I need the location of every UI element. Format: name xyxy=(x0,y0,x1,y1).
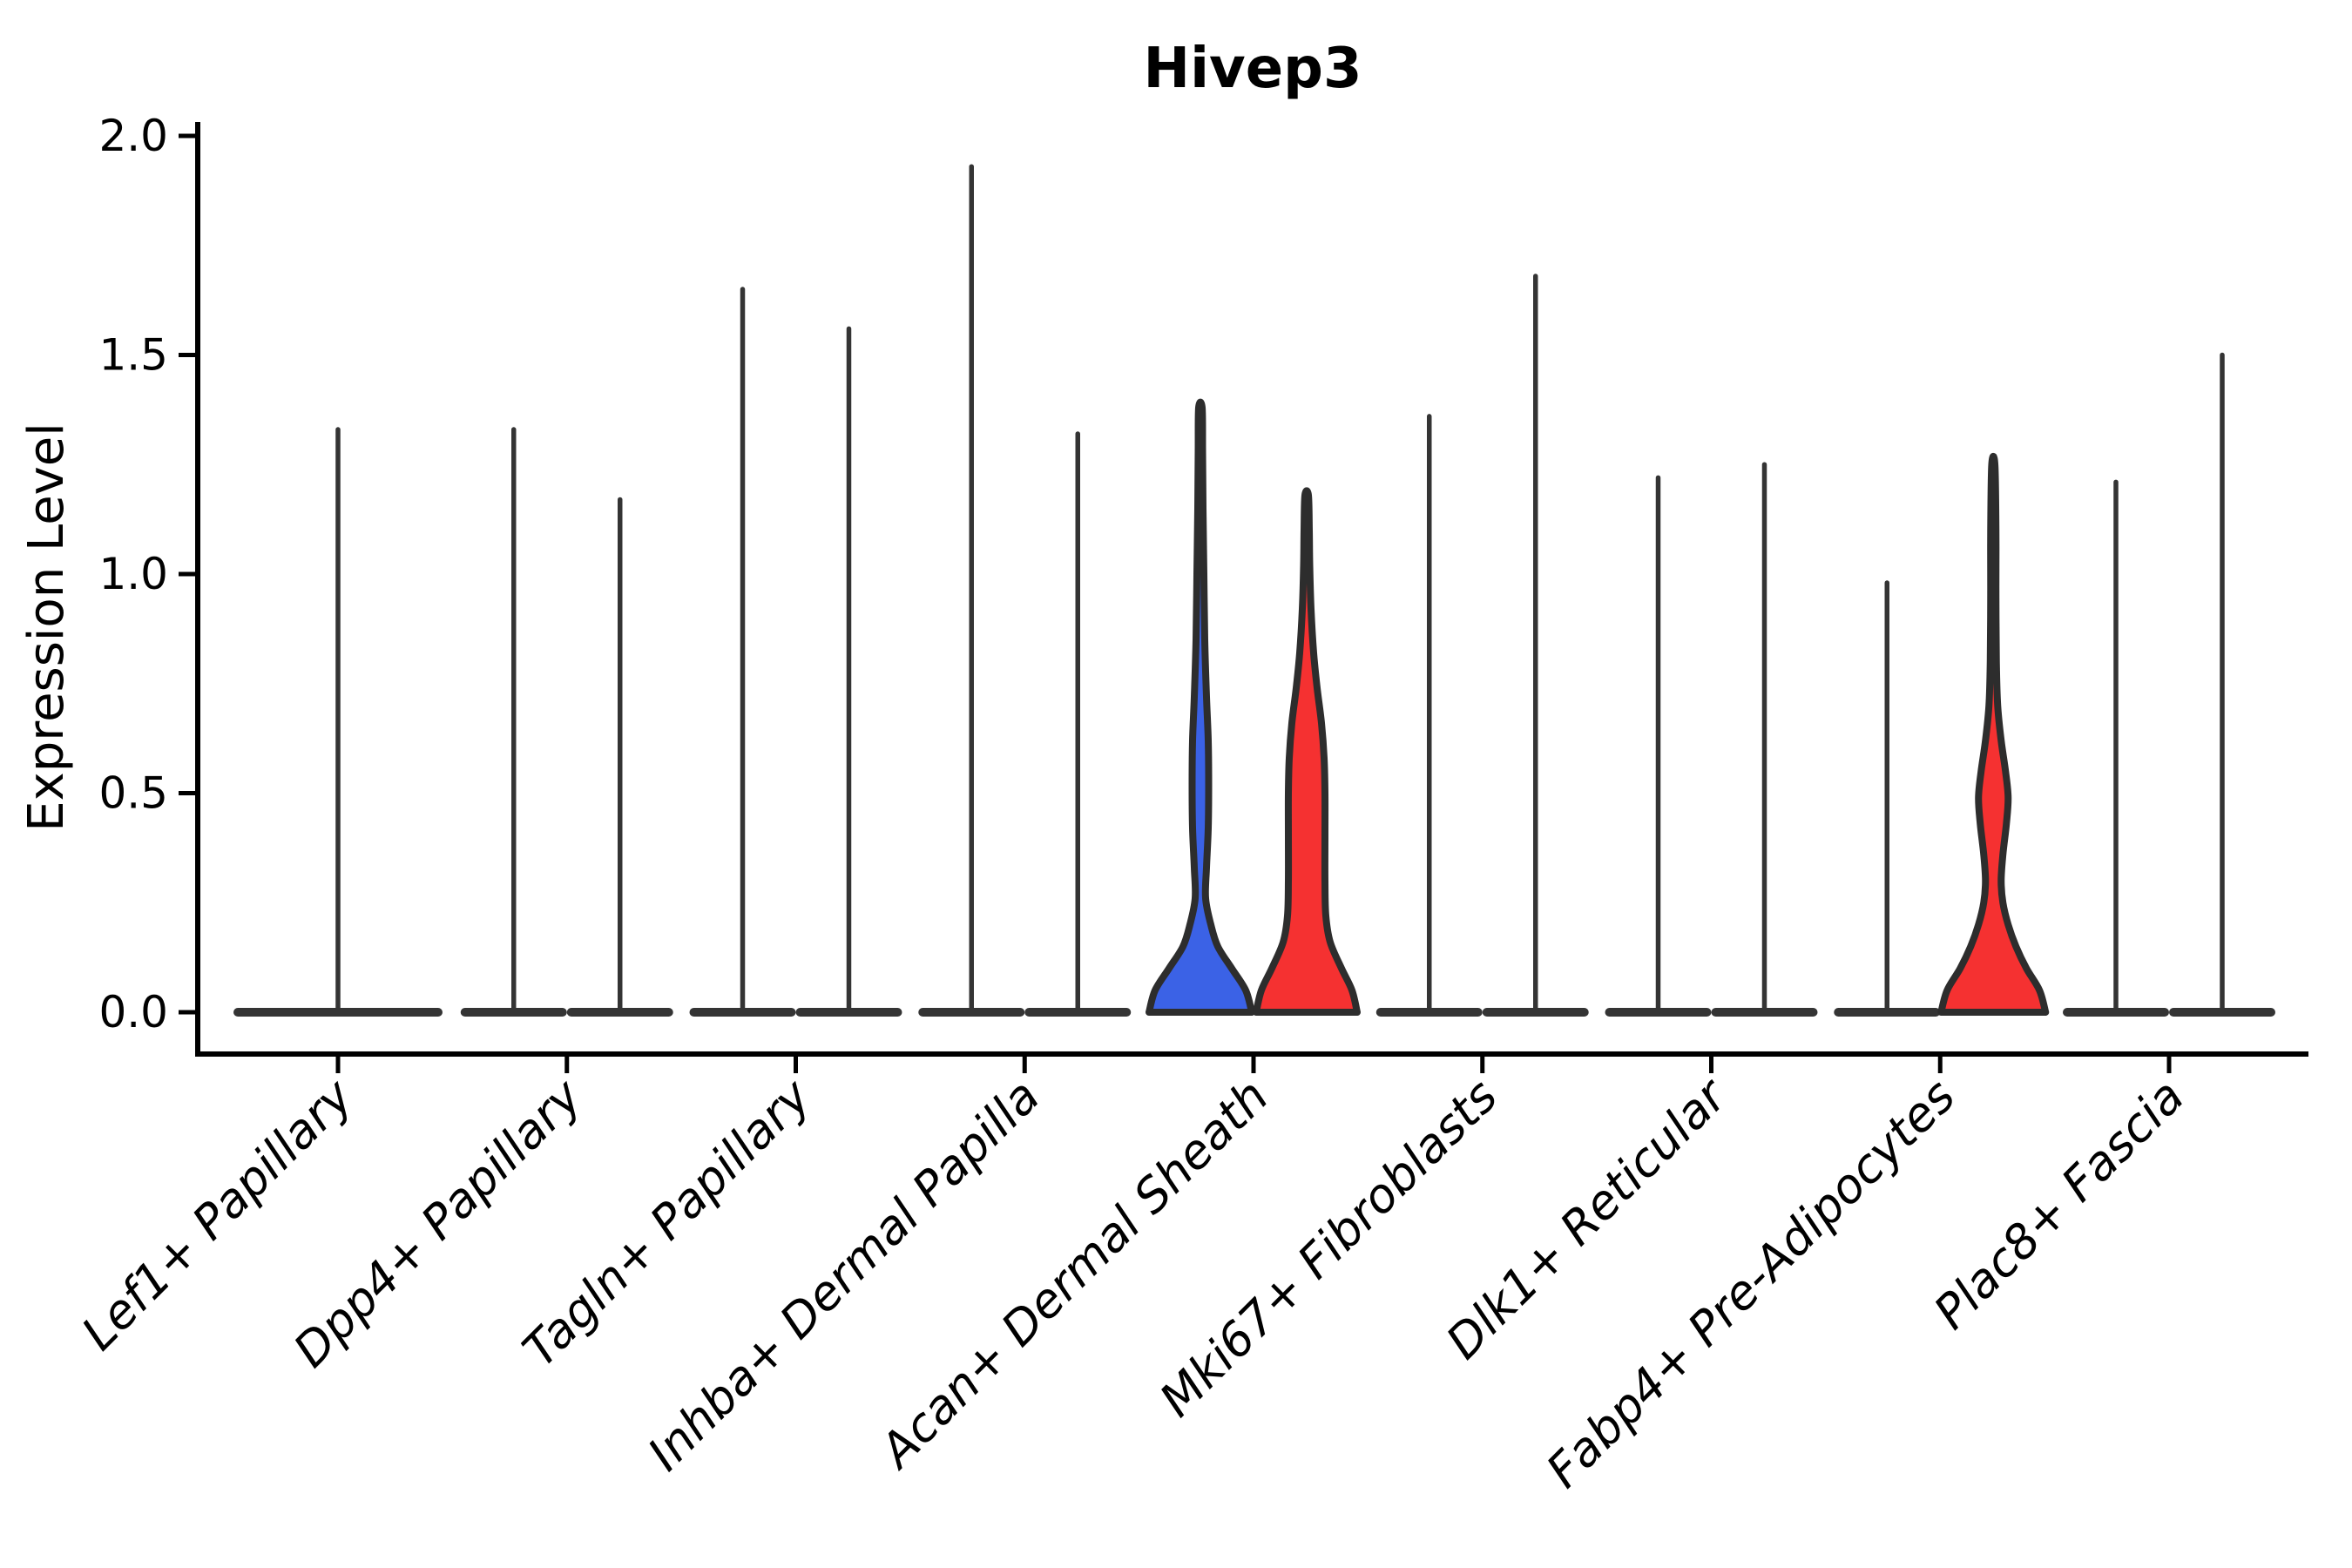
y-axis-label: Expression Level xyxy=(18,422,75,832)
plot-title: Hivep3 xyxy=(1144,37,1362,101)
x-tick-label: Plac8+ Fascia xyxy=(1923,1069,2194,1340)
y-tick-label: 0.5 xyxy=(98,768,168,819)
y-tick-label: 2.0 xyxy=(98,111,168,161)
x-tick-label: Acan+ Dermal Sheath xyxy=(868,1069,1279,1480)
violins-layer xyxy=(233,164,2275,1017)
y-tick-label: 0.0 xyxy=(98,987,168,1037)
y-tick-label: 1.5 xyxy=(98,330,168,381)
x-tick-label: Fabp4+ Pre-Adipocytes xyxy=(1536,1069,1965,1498)
y-tick-label: 1.0 xyxy=(98,549,168,599)
violin-4-right xyxy=(1253,487,1361,1016)
violin-7-right xyxy=(1937,452,2050,1016)
violin-4-left xyxy=(1146,398,1255,1016)
x-tick-label: Inhba+ Dermal Papilla xyxy=(638,1069,1051,1482)
